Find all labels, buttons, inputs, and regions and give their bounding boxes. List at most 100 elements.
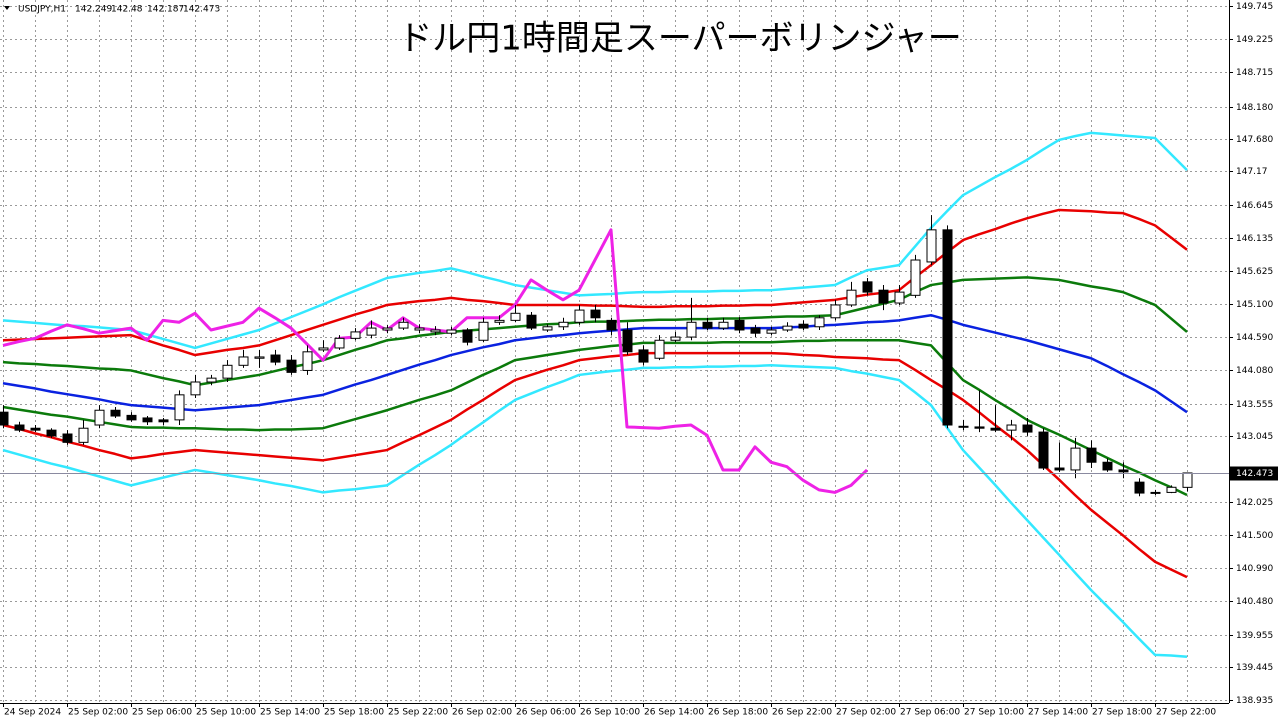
x-tick-label: 26 Sep 06:00 xyxy=(516,708,576,718)
candle-body xyxy=(174,394,185,421)
candle-body xyxy=(334,337,345,349)
candle-body xyxy=(830,304,841,319)
x-tick-label: 25 Sep 18:00 xyxy=(324,708,384,718)
candle-body xyxy=(78,427,89,443)
candle-body xyxy=(974,426,985,429)
x-tick-label: 26 Sep 02:00 xyxy=(452,708,512,718)
candle-body xyxy=(878,289,889,304)
y-tick-label: 146.135 xyxy=(1236,234,1273,244)
y-tick-label: 144.590 xyxy=(1236,333,1273,343)
y-tick-label: 139.955 xyxy=(1236,631,1273,641)
x-tick-label: 27 Sep 10:00 xyxy=(964,708,1024,718)
candle-body xyxy=(1038,431,1049,469)
x-tick-label: 27 Sep 22:00 xyxy=(1156,708,1216,718)
chart-title: ドル円1時間足スーパーボリンジャー xyxy=(398,19,962,59)
candle-body xyxy=(638,349,649,363)
candle-body xyxy=(46,429,57,437)
price-label: 142.473 xyxy=(1236,469,1273,479)
candle-body xyxy=(1166,486,1177,493)
y-tick-label: 141.500 xyxy=(1236,531,1273,541)
candle-body xyxy=(238,356,249,366)
symbol: USDJPY,H1 xyxy=(18,5,66,15)
x-tick-label: 26 Sep 14:00 xyxy=(644,708,704,718)
ohlc-low: 142.187 xyxy=(147,5,184,15)
y-tick-label: 147.680 xyxy=(1236,135,1273,145)
candle-body xyxy=(302,351,313,371)
candle-body xyxy=(702,321,713,329)
candle-body xyxy=(1182,472,1193,488)
candle-body xyxy=(350,331,361,339)
candle-body xyxy=(462,329,473,343)
candle-body xyxy=(990,427,1001,431)
candle-body xyxy=(254,356,265,359)
y-tick-label: 148.715 xyxy=(1236,68,1273,78)
x-tick-label: 27 Sep 18:00 xyxy=(1092,708,1152,718)
candle-body xyxy=(558,321,569,328)
candle-body xyxy=(478,321,489,341)
candle-body xyxy=(622,329,633,353)
candle-body xyxy=(718,321,729,329)
candle-body xyxy=(926,229,937,263)
x-tick-label: 25 Sep 06:00 xyxy=(132,708,192,718)
candle-body xyxy=(382,327,393,331)
candle-body xyxy=(1054,467,1065,471)
candle-body xyxy=(910,259,921,296)
candle-body xyxy=(62,433,73,443)
candle-body xyxy=(526,314,537,329)
candle-body xyxy=(1150,491,1161,494)
candle-body xyxy=(606,319,617,331)
candle-body xyxy=(286,359,297,373)
candle-body xyxy=(270,354,281,363)
y-tick-label: 140.480 xyxy=(1236,597,1273,607)
candle-body xyxy=(366,327,377,336)
y-tick-label: 139.445 xyxy=(1236,663,1273,673)
candle-body xyxy=(1022,424,1033,433)
candle-body xyxy=(670,336,681,341)
candle-body xyxy=(846,289,857,306)
candle-body xyxy=(94,409,105,426)
y-tick-label: 143.045 xyxy=(1236,432,1273,442)
candle-body xyxy=(862,281,873,293)
candle-body xyxy=(1086,447,1097,463)
band-line xyxy=(2,364,1188,659)
candle-body xyxy=(542,326,553,331)
x-tick-label: 25 Sep 10:00 xyxy=(196,708,256,718)
candle-body xyxy=(590,309,601,319)
x-tick-label: 27 Sep 14:00 xyxy=(1028,708,1088,718)
candle-body xyxy=(798,323,809,329)
candle-body xyxy=(894,291,905,304)
x-tick-label: 24 Sep 2024 xyxy=(4,708,61,718)
candle-body xyxy=(686,321,697,338)
x-tick-label: 25 Sep 22:00 xyxy=(388,708,448,718)
price-label-box xyxy=(1230,466,1278,481)
candle-body xyxy=(574,309,585,323)
band-line xyxy=(2,131,1188,350)
grid xyxy=(0,0,1229,703)
candle-body xyxy=(942,229,953,426)
candle-body xyxy=(1102,461,1113,471)
x-tick-label: 25 Sep 02:00 xyxy=(68,708,128,718)
collapse-icon xyxy=(4,6,10,10)
candle-body xyxy=(430,329,441,333)
candle-body xyxy=(398,321,409,329)
y-tick-label: 143.555 xyxy=(1236,400,1273,410)
candles xyxy=(0,215,1193,497)
y-tick-label: 145.100 xyxy=(1236,300,1273,310)
candle-body xyxy=(318,347,329,351)
candle-body xyxy=(0,411,9,426)
candle-body xyxy=(142,417,153,423)
candle-body xyxy=(1134,481,1145,494)
candle-body xyxy=(782,325,793,331)
candle-body xyxy=(1118,469,1129,473)
candle-body xyxy=(206,377,217,383)
candle-body xyxy=(814,317,825,328)
candle-body xyxy=(110,409,121,417)
band-line xyxy=(2,339,1188,497)
x-tick-label: 25 Sep 14:00 xyxy=(260,708,320,718)
candle-body xyxy=(750,327,761,334)
candle-body xyxy=(126,414,137,421)
x-tick-label: 27 Sep 06:00 xyxy=(900,708,960,718)
y-tick-label: 148.180 xyxy=(1236,103,1273,113)
